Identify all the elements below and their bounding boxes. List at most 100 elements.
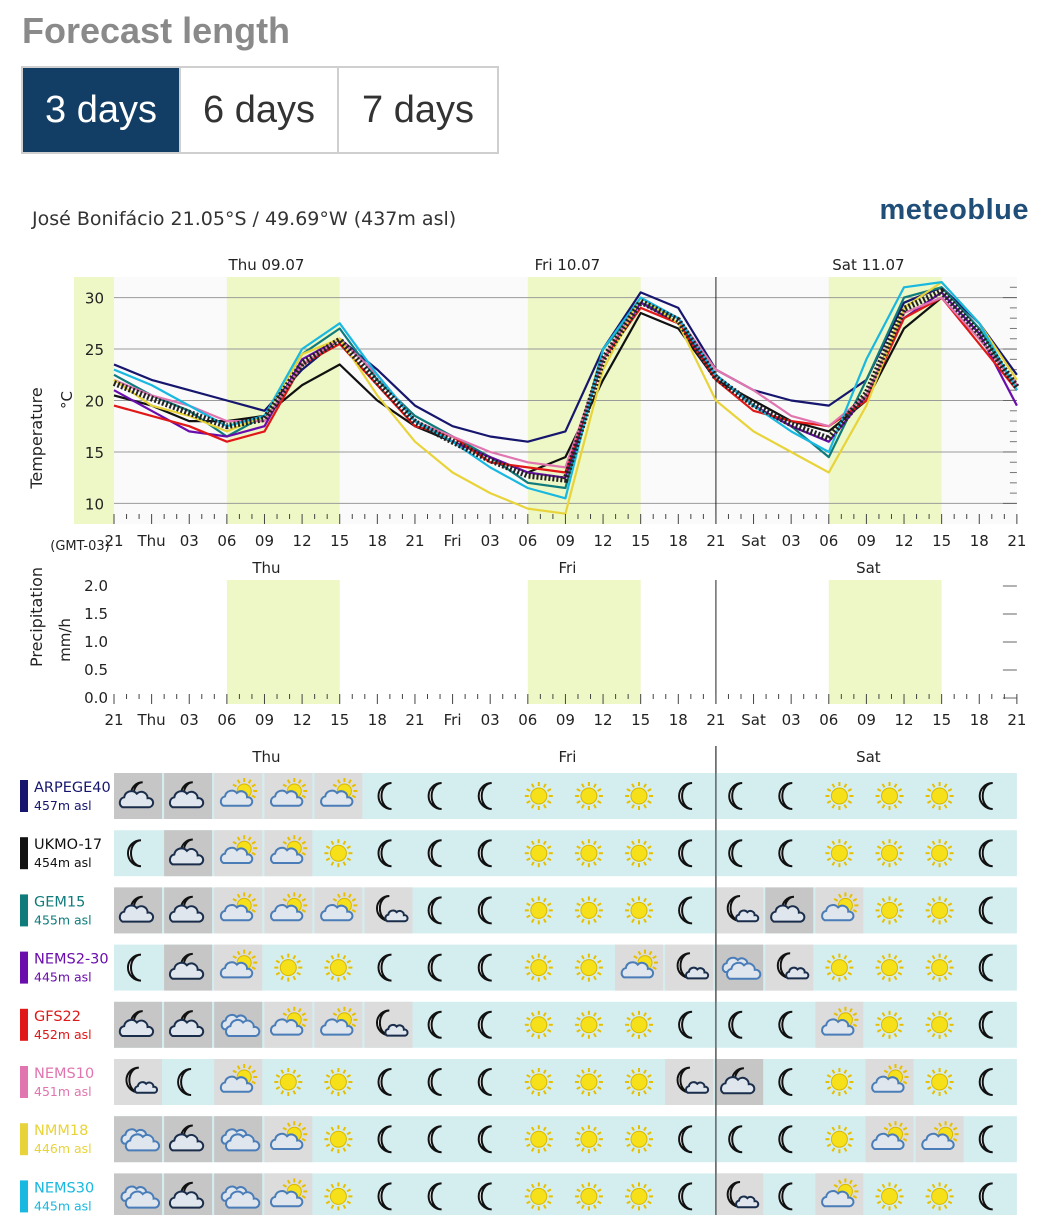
sun-ray bbox=[652, 955, 657, 959]
sun-ray bbox=[838, 1179, 842, 1185]
daylight-band bbox=[828, 580, 942, 704]
sun-ray bbox=[643, 897, 647, 903]
tab-6-days[interactable]: 6 days bbox=[181, 68, 339, 152]
sun-ray bbox=[947, 902, 953, 907]
sun-disc bbox=[830, 1073, 848, 1091]
sun-ray bbox=[626, 1131, 631, 1136]
sun-ray bbox=[593, 804, 597, 809]
sun-ray bbox=[943, 1069, 948, 1074]
sun-disc bbox=[630, 1016, 648, 1034]
sun-ray bbox=[546, 1086, 552, 1090]
sun-ray bbox=[826, 800, 832, 804]
x-tick-label: 15 bbox=[631, 711, 650, 729]
sun-ray bbox=[952, 1126, 958, 1131]
sun-ray bbox=[947, 1074, 953, 1078]
sun-ray bbox=[593, 1147, 597, 1152]
cloud-shape bbox=[219, 789, 254, 807]
day-header: Fri bbox=[559, 748, 577, 766]
forecast-length-tabs: 3 days 6 days 7 days bbox=[21, 66, 499, 154]
sun-ray bbox=[546, 914, 552, 919]
sun-ray bbox=[593, 1126, 597, 1132]
sun-ray bbox=[275, 959, 281, 964]
moon-shape bbox=[427, 839, 442, 868]
sun-disc bbox=[530, 1073, 548, 1091]
daylight-band bbox=[74, 277, 114, 524]
cloud-shape bbox=[219, 846, 254, 864]
brand-logo[interactable]: meteoblue bbox=[879, 194, 1029, 226]
sun-ray bbox=[897, 1188, 903, 1193]
sun-ray bbox=[931, 1069, 936, 1074]
moon-shape bbox=[427, 896, 442, 925]
sun-ray bbox=[325, 1074, 331, 1078]
sun-ray bbox=[342, 1204, 347, 1210]
sun-ray bbox=[542, 1126, 547, 1132]
sun-ray bbox=[881, 918, 886, 924]
sun-ray bbox=[838, 1008, 842, 1013]
sun-ray bbox=[526, 1074, 531, 1078]
moon-shape bbox=[678, 1182, 693, 1211]
cloud-shape bbox=[219, 904, 254, 922]
x-tick-label: 18 bbox=[368, 711, 387, 729]
sun-ray bbox=[530, 1032, 535, 1038]
sun-ray bbox=[325, 1143, 331, 1148]
sun-disc bbox=[630, 1130, 648, 1148]
sun-ray bbox=[876, 914, 882, 919]
sun-ray bbox=[647, 1131, 652, 1136]
sun-ray bbox=[526, 857, 531, 862]
sun-ray bbox=[530, 954, 535, 960]
sun-ray bbox=[251, 909, 256, 913]
sun-ray bbox=[931, 840, 936, 846]
cloud-cover-cell bbox=[665, 944, 714, 991]
moon-shape bbox=[678, 1010, 693, 1039]
sun-ray bbox=[576, 1200, 581, 1205]
sun-ray bbox=[902, 1137, 908, 1142]
sun-ray bbox=[643, 1069, 647, 1074]
sun-ray bbox=[251, 966, 256, 970]
sun-ray bbox=[251, 1069, 256, 1074]
cloud-shape bbox=[269, 1190, 304, 1208]
x-tick-label: 12 bbox=[894, 532, 913, 550]
tab-7-days[interactable]: 7 days bbox=[339, 68, 497, 152]
cloud-shape bbox=[269, 1018, 304, 1036]
cloud-cover-cell bbox=[665, 1059, 714, 1105]
sun-ray bbox=[876, 788, 882, 792]
model-name: ARPEGE40 bbox=[34, 780, 111, 796]
sun-ray bbox=[597, 1028, 602, 1033]
sun-ray bbox=[893, 975, 898, 981]
day-header: Fri 10.07 bbox=[535, 256, 601, 274]
sun-ray bbox=[542, 1183, 547, 1189]
model-elevation: 457m asl bbox=[34, 798, 92, 813]
sun-ray bbox=[332, 898, 338, 902]
sun-ray bbox=[931, 1032, 936, 1038]
sun-ray bbox=[247, 836, 252, 841]
x-tick-label: Fri bbox=[444, 532, 462, 550]
sun-disc bbox=[580, 1016, 598, 1034]
sun-ray bbox=[647, 1016, 652, 1021]
sun-ray bbox=[296, 959, 301, 964]
sun-ray bbox=[280, 954, 285, 960]
x-tick-label: 15 bbox=[631, 532, 650, 550]
sun-ray bbox=[926, 1086, 932, 1090]
sun-ray bbox=[852, 1023, 858, 1028]
sun-ray bbox=[597, 1188, 602, 1193]
sun-ray bbox=[236, 836, 241, 841]
tab-3-days[interactable]: 3 days bbox=[23, 68, 181, 152]
sun-ray bbox=[888, 1065, 892, 1070]
x-tick-label: 21 bbox=[1007, 711, 1026, 729]
cloud-shape bbox=[219, 1075, 254, 1093]
sun-ray bbox=[530, 1183, 535, 1189]
sun-ray bbox=[626, 1143, 631, 1148]
sun-ray bbox=[251, 794, 256, 799]
model-row: NEMS2-30 445m asl bbox=[20, 944, 1017, 991]
temp-tick-label: 10 bbox=[85, 495, 104, 513]
sun-ray bbox=[876, 959, 882, 964]
sun-ray bbox=[301, 840, 307, 845]
sun-ray bbox=[251, 1080, 256, 1085]
sun-ray bbox=[530, 1126, 535, 1132]
sun-ray bbox=[232, 840, 237, 845]
cloud-shape bbox=[320, 789, 354, 807]
sun-disc bbox=[329, 1073, 347, 1091]
sun-ray bbox=[847, 1074, 853, 1078]
sun-ray bbox=[926, 1188, 932, 1193]
